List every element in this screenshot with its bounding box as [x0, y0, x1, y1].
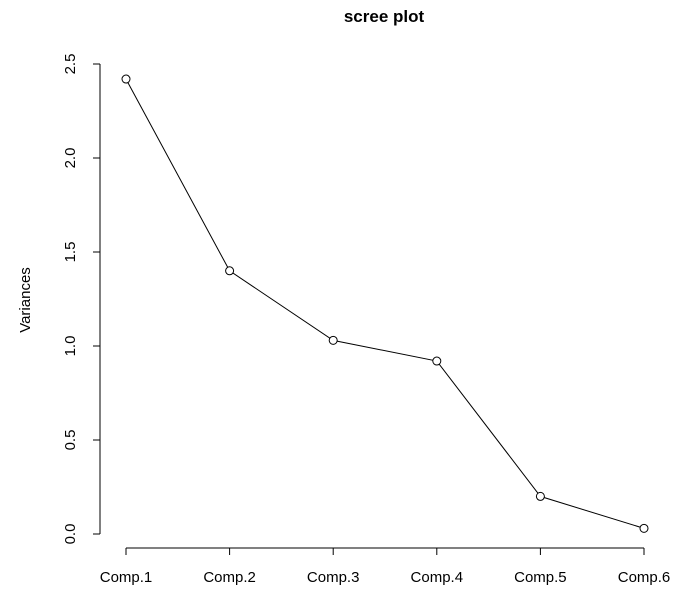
x-tick-label: Comp.2 [203, 569, 256, 586]
x-tick-label: Comp.1 [100, 569, 153, 586]
y-axis-label: Variances [17, 267, 34, 333]
x-tick-label: Comp.6 [618, 569, 671, 586]
y-tick-label: 1.5 [62, 242, 79, 263]
y-tick-label: 0.5 [62, 430, 79, 451]
x-tick-label: Comp.5 [514, 569, 567, 586]
data-point [328, 335, 338, 345]
axes: Comp.1 Comp.2 Comp.3 Comp.4 Comp.5 Comp.6 0.0 0… [62, 54, 670, 586]
chart-title: scree plot [344, 7, 425, 26]
data-point [639, 523, 649, 533]
y-tick-label: 0.0 [62, 524, 79, 545]
data-point [432, 356, 442, 366]
x-tick-label: Comp.3 [307, 569, 360, 586]
data-point [535, 491, 545, 501]
y-tick-label: 2.5 [62, 54, 79, 75]
series-line [125, 78, 645, 529]
plot-area [121, 74, 649, 533]
y-tick-label: 1.0 [62, 336, 79, 357]
data-point [225, 266, 235, 276]
y-tick-label: 2.0 [62, 148, 79, 169]
x-tick-label: Comp.4 [411, 569, 464, 586]
data-point [121, 74, 131, 84]
